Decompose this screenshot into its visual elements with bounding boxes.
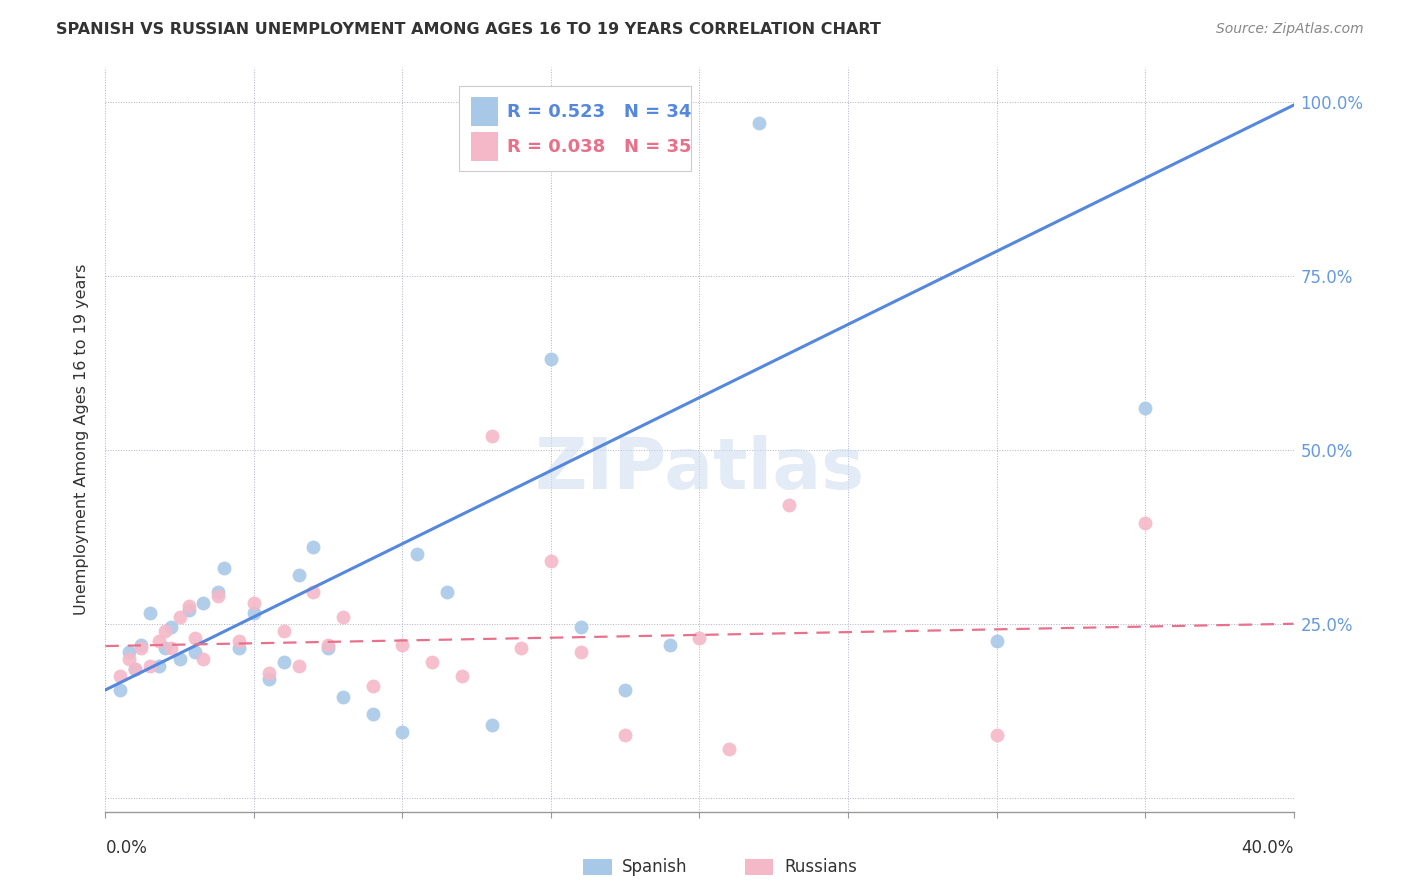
Point (177, 603, 200, 617)
Point (183, 645, 205, 659)
Point (129, 638, 152, 652)
Point (214, 561, 236, 575)
Point (207, 585, 229, 599)
Point (273, 655, 295, 669)
Point (287, 658, 309, 673)
Point (658, 638, 681, 652)
Point (183, 631, 205, 645)
Point (778, 499, 800, 513)
Point (1133, 516, 1156, 530)
Text: Source: ZipAtlas.com: Source: ZipAtlas.com (1216, 22, 1364, 37)
Bar (471, 97, 498, 126)
FancyBboxPatch shape (460, 86, 692, 171)
Point (361, 680, 384, 694)
Point (316, 641, 339, 656)
Point (124, 662, 146, 676)
Point (110, 669, 132, 683)
Point (139, 658, 162, 673)
Point (257, 673, 280, 687)
Point (420, 655, 443, 669)
Point (510, 641, 533, 656)
Point (1133, 401, 1156, 415)
Point (302, 540, 325, 554)
Point (177, 599, 200, 614)
Point (148, 658, 170, 673)
Point (748, 115, 770, 129)
Text: ZIPatlas: ZIPatlas (534, 434, 865, 504)
Text: SPANISH VS RUSSIAN UNEMPLOYMENT AMONG AGES 16 TO 19 YEARS CORRELATION CHART: SPANISH VS RUSSIAN UNEMPLOYMENT AMONG AG… (56, 22, 882, 37)
Point (153, 624, 176, 638)
Point (569, 620, 592, 634)
Point (332, 609, 354, 624)
Point (207, 589, 229, 603)
Point (540, 554, 562, 568)
Text: 0.0%: 0.0% (105, 838, 148, 856)
Text: R = 0.523   N = 34: R = 0.523 N = 34 (508, 103, 692, 120)
Point (228, 641, 250, 656)
Point (614, 682, 637, 697)
Bar (471, 132, 498, 161)
Point (450, 669, 472, 683)
Point (986, 634, 1008, 648)
Text: Russians: Russians (785, 858, 858, 876)
Point (689, 631, 711, 645)
Point (481, 717, 503, 731)
Point (391, 638, 413, 652)
Point (406, 547, 429, 561)
Point (302, 585, 325, 599)
Point (436, 585, 458, 599)
Point (193, 651, 215, 665)
Point (243, 607, 266, 621)
Y-axis label: Unemployment Among Ages 16 to 19 years: Unemployment Among Ages 16 to 19 years (75, 264, 90, 615)
Point (391, 724, 413, 739)
Point (332, 690, 354, 704)
Point (118, 651, 141, 665)
Point (228, 634, 250, 648)
Point (614, 728, 637, 742)
Text: Spanish: Spanish (621, 858, 688, 876)
Point (361, 707, 384, 722)
Point (110, 682, 132, 697)
Point (243, 596, 266, 610)
Point (169, 609, 191, 624)
Point (257, 665, 280, 680)
Point (169, 651, 191, 665)
Point (193, 596, 215, 610)
Point (273, 624, 295, 638)
Point (481, 429, 503, 443)
Point (569, 645, 592, 659)
Point (986, 728, 1008, 742)
Point (159, 620, 181, 634)
Point (139, 607, 162, 621)
Point (287, 568, 309, 582)
Point (159, 641, 181, 656)
Text: 40.0%: 40.0% (1241, 838, 1294, 856)
Point (718, 742, 741, 756)
Point (124, 662, 146, 676)
Point (118, 645, 141, 659)
Point (316, 638, 339, 652)
Point (153, 641, 176, 656)
Point (129, 641, 152, 656)
Point (540, 352, 562, 367)
Point (148, 634, 170, 648)
Text: R = 0.038   N = 35: R = 0.038 N = 35 (508, 137, 692, 155)
